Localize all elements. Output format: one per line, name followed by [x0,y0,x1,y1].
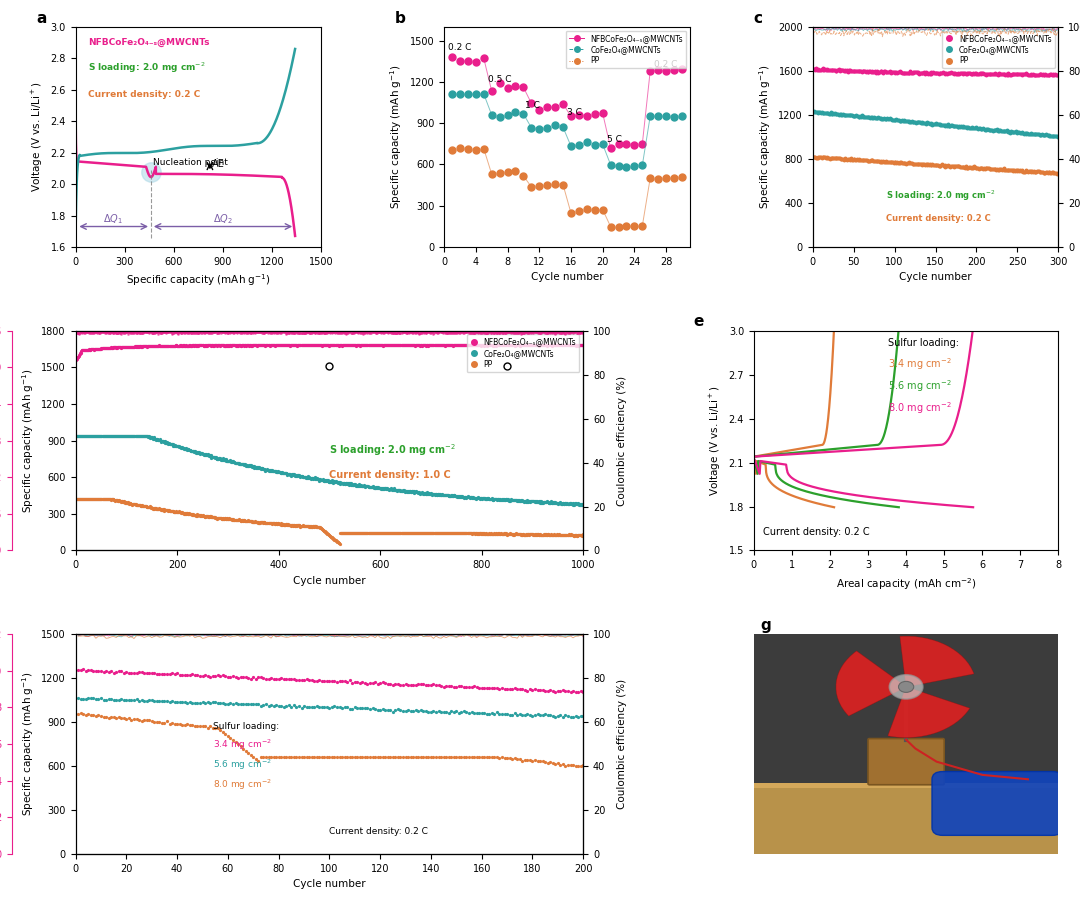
Wedge shape [836,651,906,716]
Y-axis label: Specific capacity (mAh g$^{-1}$): Specific capacity (mAh g$^{-1}$) [19,672,36,816]
Text: $\Delta Q_2$: $\Delta Q_2$ [213,212,233,227]
Text: Current density: 0.2 C: Current density: 0.2 C [887,214,991,223]
Text: a: a [37,11,46,25]
Y-axis label: Voltage (V vs. Li/Li$^+$): Voltage (V vs. Li/Li$^+$) [707,385,723,496]
Text: Sulfur loading:: Sulfur loading: [888,338,959,348]
Text: 8.0 mg cm$^{-2}$: 8.0 mg cm$^{-2}$ [213,778,272,792]
Text: 3 C: 3 C [567,108,582,117]
X-axis label: Specific capacity (mAh g$^{-1}$): Specific capacity (mAh g$^{-1}$) [126,272,271,288]
Wedge shape [888,687,970,737]
Y-axis label: Coulombic efficiency (%): Coulombic efficiency (%) [617,376,626,505]
Wedge shape [900,636,974,687]
Text: Current density: 0.2 C: Current density: 0.2 C [329,827,429,836]
Circle shape [899,681,914,692]
Text: Current density: 0.2 C: Current density: 0.2 C [87,91,200,100]
X-axis label: Cycle number: Cycle number [293,879,366,889]
FancyBboxPatch shape [932,771,1063,835]
Circle shape [889,675,922,699]
Text: 3.4 mg cm$^{-2}$: 3.4 mg cm$^{-2}$ [888,356,951,372]
X-axis label: Areal capacity (mAh cm$^{-2}$): Areal capacity (mAh cm$^{-2}$) [836,575,976,592]
Text: AE: AE [213,159,225,169]
Legend: NFBCoFe₂O₄₋ₛ@MWCNTs, CoFe₂O₄@MWCNTs, PP: NFBCoFe₂O₄₋ₛ@MWCNTs, CoFe₂O₄@MWCNTs, PP [467,334,580,372]
Text: e: e [693,314,703,329]
Text: 3.4 mg cm$^{-2}$: 3.4 mg cm$^{-2}$ [213,738,272,752]
Text: NFBCoFe₂O₄₋ₛ@MWCNTs: NFBCoFe₂O₄₋ₛ@MWCNTs [87,38,210,47]
Text: g: g [760,618,771,633]
Text: 0.5 C: 0.5 C [488,75,511,84]
Text: S loading: 2.0 mg cm$^{-2}$: S loading: 2.0 mg cm$^{-2}$ [887,188,996,202]
Text: Sulfur loading:: Sulfur loading: [213,722,279,731]
Text: Current density: 0.2 C: Current density: 0.2 C [762,527,869,537]
Text: 8.0 mg cm$^{-2}$: 8.0 mg cm$^{-2}$ [888,400,951,416]
Text: 1 C: 1 C [525,101,540,110]
Legend: NFBCoFe₂O₄₋ₛ@MWCNTs, CoFe₂O₄@MWCNTs, PP: NFBCoFe₂O₄₋ₛ@MWCNTs, CoFe₂O₄@MWCNTs, PP [942,31,1054,68]
X-axis label: Cycle number: Cycle number [900,272,972,282]
X-axis label: Cycle number: Cycle number [530,272,604,282]
Bar [754,784,1058,854]
Y-axis label: Coulombic efficiency (%): Coulombic efficiency (%) [617,679,626,809]
Wedge shape [900,636,974,687]
Y-axis label: Specific capacity (mAh g$^{-1}$): Specific capacity (mAh g$^{-1}$) [19,369,36,512]
Wedge shape [888,687,970,737]
Y-axis label: Voltage (V vs. Li/Li$^+$): Voltage (V vs. Li/Li$^+$) [30,82,45,192]
Bar [754,782,1058,788]
Y-axis label: Specific capacity (mAh g$^{-1}$): Specific capacity (mAh g$^{-1}$) [757,65,773,209]
Legend: NFBCoFe₂O₄₋ₛ@MWCNTs, CoFe₂O₄@MWCNTs, PP: NFBCoFe₂O₄₋ₛ@MWCNTs, CoFe₂O₄@MWCNTs, PP [566,31,686,68]
Text: 5.6 mg cm$^{-2}$: 5.6 mg cm$^{-2}$ [888,378,951,394]
Text: 5 C: 5 C [607,136,621,145]
Wedge shape [836,651,906,716]
Text: Nucleation point: Nucleation point [152,158,228,167]
Text: b: b [395,11,406,25]
X-axis label: Cycle number: Cycle number [293,575,366,586]
Text: $\Delta Q_1$: $\Delta Q_1$ [104,212,123,227]
Text: 0.2 C: 0.2 C [448,43,472,52]
Y-axis label: Specific capacity (mAh g$^{-1}$): Specific capacity (mAh g$^{-1}$) [389,65,404,209]
Text: Current density: 1.0 C: Current density: 1.0 C [329,470,451,480]
Text: 5.6 mg cm$^{-2}$: 5.6 mg cm$^{-2}$ [213,758,272,772]
Text: c: c [754,11,762,25]
Text: S loading: 2.0 mg cm$^{-2}$: S loading: 2.0 mg cm$^{-2}$ [329,442,457,458]
Text: S loading: 2.0 mg cm$^{-2}$: S loading: 2.0 mg cm$^{-2}$ [87,60,205,75]
Text: 0.2 C: 0.2 C [654,60,677,69]
FancyBboxPatch shape [868,739,944,785]
